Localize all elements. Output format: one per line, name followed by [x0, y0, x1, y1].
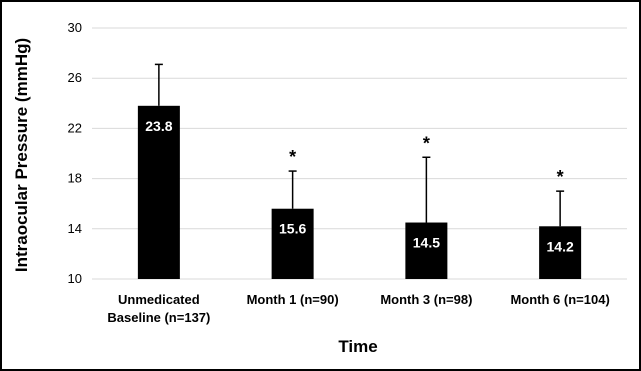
significance-marks: * * *	[289, 133, 564, 187]
bars	[137, 105, 582, 279]
significance-mark-1: *	[289, 147, 296, 167]
x-category-label-3: Month 6 (n=104)	[510, 292, 609, 307]
bar-1	[271, 208, 314, 279]
bar-value-label-3: 14.2	[547, 238, 574, 254]
significance-mark-2: *	[423, 133, 430, 153]
bar-value-label-1: 15.6	[279, 221, 306, 237]
y-tick-label-3: 22	[68, 120, 82, 135]
x-category-label-0: Unmedicated Baseline (n=137)	[107, 292, 210, 325]
y-tick-label-4: 26	[68, 70, 82, 85]
bar-2	[405, 222, 448, 279]
bar-0	[137, 105, 180, 279]
significance-mark-3: *	[557, 167, 564, 187]
x-category-label-0-line-1: Baseline (n=137)	[107, 310, 210, 325]
error-bars	[154, 63, 565, 227]
x-axis-title: Time	[338, 337, 377, 356]
y-tick-label-1: 14	[68, 221, 82, 236]
y-tick-label-0: 10	[68, 271, 82, 286]
bar-value-label-2: 14.5	[413, 235, 440, 251]
y-axis-title: Intraocular Pressure (mmHg)	[12, 38, 31, 272]
x-category-label-0-line-0: Unmedicated	[118, 292, 200, 307]
bar-value-labels: 23.8 15.6 14.5 14.2	[145, 118, 574, 254]
x-category-label-2: Month 3 (n=98)	[380, 292, 472, 307]
x-category-labels: Unmedicated Baseline (n=137) Month 1 (n=90…	[107, 292, 609, 325]
x-category-label-1-line-0: Month 1 (n=90)	[247, 292, 339, 307]
bar-value-label-0: 23.8	[145, 118, 172, 134]
bar-3	[539, 226, 582, 279]
gridlines	[92, 27, 627, 280]
y-tick-labels: 10 14 18 22 26 30	[68, 20, 82, 286]
y-tick-label-5: 30	[68, 20, 82, 35]
x-category-label-1: Month 1 (n=90)	[247, 292, 339, 307]
x-category-label-2-line-0: Month 3 (n=98)	[380, 292, 472, 307]
y-tick-label-2: 18	[68, 171, 82, 186]
x-category-label-3-line-0: Month 6 (n=104)	[510, 292, 609, 307]
